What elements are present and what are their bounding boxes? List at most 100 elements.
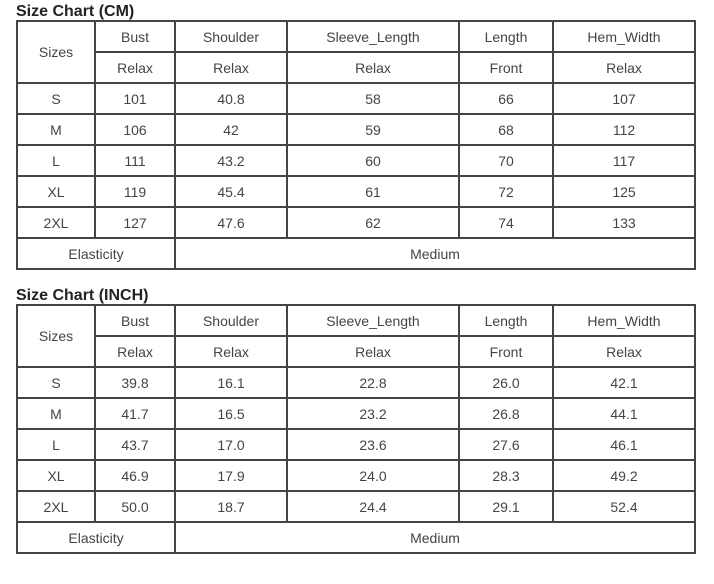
table-cell: 28.3	[458, 459, 554, 492]
table-cell: M	[16, 397, 96, 430]
table-cell: 112	[552, 113, 696, 146]
column-subheader: Relax	[174, 335, 288, 368]
table-cell: 2XL	[16, 206, 96, 239]
table-cell: S	[16, 366, 96, 399]
table-cell: 72	[458, 175, 554, 208]
table-cell: 43.7	[94, 428, 176, 461]
size-chart-title: Size Chart (INCH)	[16, 287, 149, 304]
table-cell: 133	[552, 206, 696, 239]
table-row: 2XL 127 47.6 62 74 133	[16, 206, 696, 239]
column-header: Hem_Width	[552, 304, 696, 337]
sizes-header: Sizes	[16, 304, 96, 368]
table-row: M 41.7 16.5 23.2 26.8 44.1	[16, 397, 696, 430]
table-cell: 125	[552, 175, 696, 208]
table-cell: 16.1	[174, 366, 288, 399]
table-cell: 117	[552, 144, 696, 177]
table-cell: 49.2	[552, 459, 696, 492]
header-row: Sizes Bust Shoulder Sleeve_Length Length Hem_…	[16, 20, 696, 84]
column-subheader: Relax	[174, 51, 288, 84]
column-header: Sleeve_Length	[286, 20, 460, 53]
table-cell: 40.8	[174, 82, 288, 115]
table-cell: 62	[286, 206, 460, 239]
elasticity-row: Elasticity Medium	[16, 237, 696, 270]
column-subheader: Relax	[552, 335, 696, 368]
table-row: XL 46.9 17.9 24.0 28.3 49.2	[16, 459, 696, 492]
table-cell: 107	[552, 82, 696, 115]
sizes-header: Sizes	[16, 20, 96, 84]
table-cell: 46.9	[94, 459, 176, 492]
table-row: S 39.8 16.1 22.8 26.0 42.1	[16, 366, 696, 399]
table-cell: XL	[16, 175, 96, 208]
column-header: Length	[458, 20, 554, 53]
elasticity-label: Elasticity	[16, 521, 176, 554]
table-cell: XL	[16, 459, 96, 492]
column-subheader: Front	[458, 51, 554, 84]
table-cell: 27.6	[458, 428, 554, 461]
table-row: M 106 42 59 68 112	[16, 113, 696, 146]
table-cell: 44.1	[552, 397, 696, 430]
elasticity-row: Elasticity Medium	[16, 521, 696, 554]
column-header: Shoulder	[174, 304, 288, 337]
table-cell: 45.4	[174, 175, 288, 208]
column-header: Hem_Width	[552, 20, 696, 53]
table-cell: 39.8	[94, 366, 176, 399]
table-cell: 26.8	[458, 397, 554, 430]
table-cell: 46.1	[552, 428, 696, 461]
table-cell: 47.6	[174, 206, 288, 239]
table-cell: 70	[458, 144, 554, 177]
header-row: Sizes Bust Shoulder Sleeve_Length Length Hem_…	[16, 304, 696, 368]
table-cell: 74	[458, 206, 554, 239]
elasticity-value: Medium	[174, 237, 696, 270]
table-cell: 119	[94, 175, 176, 208]
table-row: 2XL 50.0 18.7 24.4 29.1 52.4	[16, 490, 696, 523]
table-cell: 43.2	[174, 144, 288, 177]
table-cell: 29.1	[458, 490, 554, 523]
column-subheader: Relax	[94, 51, 176, 84]
table-cell: 59	[286, 113, 460, 146]
table-row: L 111 43.2 60 70 117	[16, 144, 696, 177]
subheader-row: Relax Relax Relax Front Relax	[17, 335, 696, 368]
column-subheader: Relax	[552, 51, 696, 84]
table-cell: 26.0	[458, 366, 554, 399]
table-row: XL 119 45.4 61 72 125	[16, 175, 696, 208]
table-cell: 42.1	[552, 366, 696, 399]
table-cell: L	[16, 144, 96, 177]
table-cell: 41.7	[94, 397, 176, 430]
table-cell: 111	[94, 144, 176, 177]
column-header: Bust	[94, 304, 176, 337]
table-cell: 101	[94, 82, 176, 115]
column-subheader: Relax	[94, 335, 176, 368]
table-cell: 68	[458, 113, 554, 146]
table-cell: 127	[94, 206, 176, 239]
column-subheader: Front	[458, 335, 554, 368]
table-cell: M	[16, 113, 96, 146]
column-subheader: Relax	[286, 335, 460, 368]
size-chart-table: Sizes Bust Shoulder Sleeve_Length Length Hem_…	[16, 20, 696, 270]
column-header: Sleeve_Length	[286, 304, 460, 337]
size-chart-title: Size Chart (CM)	[16, 3, 135, 20]
table-row: L 43.7 17.0 23.6 27.6 46.1	[16, 428, 696, 461]
table-cell: 50.0	[94, 490, 176, 523]
table-cell: 60	[286, 144, 460, 177]
table-cell: 16.5	[174, 397, 288, 430]
column-header: Shoulder	[174, 20, 288, 53]
column-header: Length	[458, 304, 554, 337]
table-cell: 23.6	[286, 428, 460, 461]
table-cell: 17.9	[174, 459, 288, 492]
table-row: S 101 40.8 58 66 107	[16, 82, 696, 115]
table-cell: 61	[286, 175, 460, 208]
column-header: Bust	[94, 20, 176, 53]
elasticity-value: Medium	[174, 521, 696, 554]
table-cell: 52.4	[552, 490, 696, 523]
table-cell: 106	[94, 113, 176, 146]
table-cell: 23.2	[286, 397, 460, 430]
column-subheader: Relax	[286, 51, 460, 84]
table-cell: 24.4	[286, 490, 460, 523]
table-cell: 18.7	[174, 490, 288, 523]
table-cell: 58	[286, 82, 460, 115]
table-cell: 66	[458, 82, 554, 115]
table-cell: 42	[174, 113, 288, 146]
elasticity-label: Elasticity	[16, 237, 176, 270]
table-cell: 17.0	[174, 428, 288, 461]
table-cell: 2XL	[16, 490, 96, 523]
